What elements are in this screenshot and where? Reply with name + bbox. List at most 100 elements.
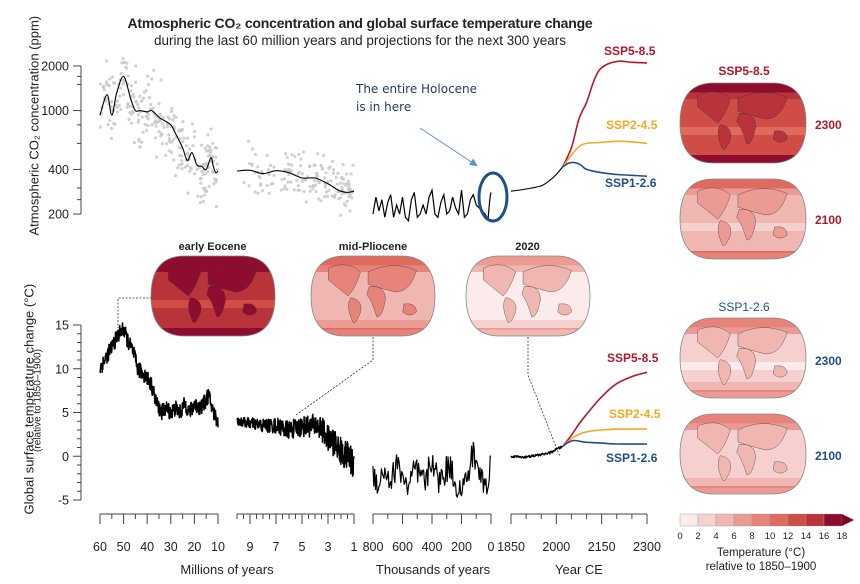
co2-proxy-point <box>284 168 288 172</box>
continent <box>772 461 788 474</box>
colorbar-title: Temperature (°C) relative to 1850–1900 <box>676 546 846 574</box>
map-paleo-0 <box>150 255 276 337</box>
co2-proxy-point <box>342 202 347 206</box>
co2-proxy-point <box>117 103 121 108</box>
co2-proxy-point <box>215 162 219 166</box>
map-label-mid-pliocene: mid-Pliocene <box>338 241 408 253</box>
co2-proxy-point <box>212 182 216 186</box>
co2-proxy-point <box>347 182 351 186</box>
co2-proxy-point <box>323 183 328 187</box>
co2-proxy-point <box>269 182 273 186</box>
co2-proxy-point <box>282 186 287 191</box>
co2-proxy-point <box>129 84 134 88</box>
colorbar-tick-label: 12 <box>783 531 794 542</box>
continent <box>188 297 202 323</box>
x-axis-label-thousands: Thousands of years <box>376 562 491 577</box>
temp-y-axis-tick-label: 10 <box>55 362 69 376</box>
co2-proxy-point <box>315 152 320 156</box>
co2-proxy-point <box>136 103 140 107</box>
co2-proxy-point <box>312 163 316 167</box>
co2-proxy-point <box>137 106 141 110</box>
co2-proxy-point <box>204 163 208 167</box>
co2-proxy-point <box>342 182 346 186</box>
lat-band <box>680 92 806 99</box>
co2-proxy-point <box>257 174 261 179</box>
co2-proxy-point <box>167 149 171 153</box>
co2-label-ssp126: SSP1-2.6 <box>605 176 657 190</box>
co2-proxy-point <box>182 136 186 140</box>
co2-proxy-point <box>167 133 171 137</box>
x-axis-label-millions: Millions of years <box>180 562 274 577</box>
co2-proxy-point <box>304 178 308 182</box>
x-axis-label-year-ce: Year CE <box>555 562 603 577</box>
co2-proxy-point <box>247 139 251 143</box>
co2-proxy-point <box>169 109 173 113</box>
co2-proxy-point <box>159 131 163 136</box>
temp-y-axis-tick-label: 15 <box>55 319 69 333</box>
co2-proxy-point <box>193 130 197 134</box>
colorbar-swatch <box>805 513 825 527</box>
co2-proxy-point <box>279 188 284 192</box>
co2-proxy-point <box>265 153 269 158</box>
co2-proxy-point <box>150 123 154 127</box>
co2-proxy-point <box>162 125 166 129</box>
co2-y-axis-tick-label: 2000 <box>41 60 69 74</box>
lat-band <box>466 256 590 266</box>
lat-band <box>680 179 806 189</box>
co2-proxy-point <box>267 191 271 195</box>
co2-proxy-point <box>330 159 335 164</box>
co2-proxy-point <box>157 130 161 134</box>
continent <box>717 359 732 385</box>
co2-proxy-point <box>339 213 343 217</box>
co2-proxy-point <box>141 130 145 134</box>
co2-proxy-point <box>345 172 349 176</box>
x-tick-label: 3 <box>325 540 332 554</box>
co2-proxy-point <box>322 176 327 180</box>
co2-proxy-point <box>161 122 165 126</box>
lat-band <box>680 327 806 334</box>
co2-proxy-point <box>205 189 209 193</box>
co2-proxy-point <box>171 117 175 122</box>
x-tick-label: 9 <box>247 540 254 554</box>
co2-proxy-point <box>308 185 312 189</box>
co2-proxy-point <box>159 78 163 82</box>
co2-proxy-point <box>150 77 154 81</box>
co2-proxy-point <box>292 188 296 192</box>
co2-proxy-point <box>272 173 276 177</box>
co2-proxy-point <box>124 66 128 70</box>
x-tick-label: 400 <box>422 540 443 554</box>
x-tick-label: 600 <box>392 540 413 554</box>
co2-proxy-point <box>288 169 292 173</box>
co2-proxy-point <box>285 187 289 191</box>
co2-proxy-point <box>172 114 176 118</box>
co2-proxy-point <box>114 103 118 107</box>
co2-proxy-point <box>170 106 174 111</box>
continent <box>736 444 756 476</box>
continent <box>736 209 756 241</box>
lat-band <box>680 83 806 93</box>
co2-proxy-point <box>126 102 130 106</box>
x-tick-label: 50 <box>117 540 131 554</box>
co2-proxy-point <box>139 99 144 103</box>
continent <box>242 303 257 316</box>
co2-proxy-point <box>297 152 301 156</box>
co2-proxy-point <box>304 200 308 204</box>
co2-proxy-point <box>206 154 211 158</box>
co2-proxy-point <box>119 71 123 76</box>
co2-proxy-point <box>109 136 114 140</box>
co2-proxy-point <box>322 195 327 199</box>
co2-proxy-point <box>311 187 315 191</box>
co2-proxy-point <box>201 172 205 177</box>
co2-proxy-point <box>125 61 129 65</box>
co2-proxy-point <box>140 140 144 144</box>
co2-proxy-point <box>216 168 220 172</box>
co2-proxy-point <box>348 209 352 213</box>
co2-proxy-point <box>214 177 218 182</box>
antarctica <box>680 156 806 163</box>
co2-line-segment-3 <box>510 166 563 192</box>
map-ssp585-2100 <box>679 178 807 260</box>
co2-proxy-point <box>119 86 123 90</box>
chart-title: Atmospheric CO₂ concentration and global… <box>127 15 593 31</box>
lines-layer <box>99 60 648 498</box>
co2-proxy-point <box>153 136 158 140</box>
